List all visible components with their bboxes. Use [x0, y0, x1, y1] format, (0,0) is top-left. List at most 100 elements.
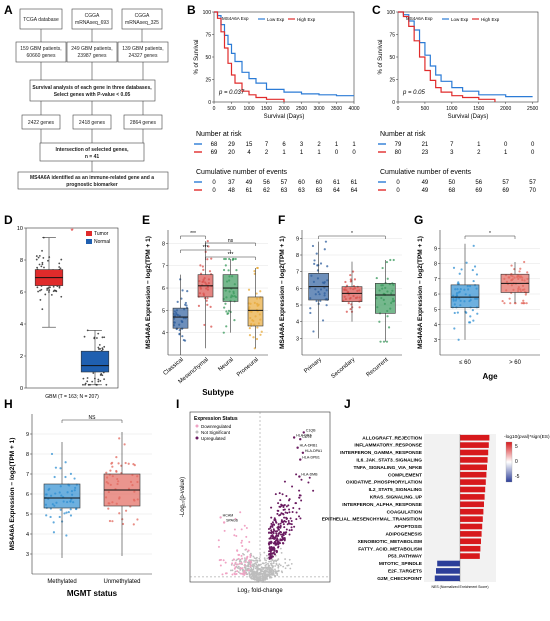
- data-point: [345, 310, 348, 313]
- point-up: [280, 531, 283, 534]
- legend-title: MS4A6A Exp: [406, 16, 433, 21]
- data-point: [103, 345, 106, 348]
- y-tick-label: 4: [296, 320, 299, 326]
- point-ns: [278, 563, 281, 566]
- point-ns: [274, 568, 276, 571]
- y-axis-label: MS4A6A Expression − log2(TPM + 1): [279, 236, 286, 349]
- data-point: [52, 285, 55, 288]
- data-point: [523, 302, 526, 305]
- y-tick-label: 5: [296, 303, 299, 309]
- point-up: [282, 520, 285, 523]
- point-ns: [254, 559, 256, 562]
- point-ns: [262, 568, 264, 571]
- legend-label: Not Significant: [201, 430, 231, 435]
- x-axis-label: Subtype: [202, 388, 234, 397]
- point-down: [222, 559, 225, 562]
- point-ns: [237, 565, 240, 568]
- point-up: [267, 527, 270, 530]
- km-series-high: [398, 11, 496, 102]
- point-ns: [256, 559, 259, 562]
- point-ns: [282, 565, 285, 568]
- data-point: [97, 378, 100, 381]
- point-up: [269, 542, 272, 545]
- data-point: [83, 335, 86, 338]
- bar-tnfa-signaling-via-nfkb: [460, 464, 487, 471]
- point-down: [236, 570, 239, 573]
- point-up: [277, 542, 280, 545]
- point-up: [298, 515, 301, 518]
- significance-label: NS: [89, 415, 97, 421]
- point-ns: [236, 566, 239, 569]
- y-axis-label: MS4A6A Expression − log2(TPM + 1): [145, 236, 152, 349]
- point-down: [225, 572, 228, 575]
- x-axis-label: Age: [482, 372, 498, 381]
- point-ns: [284, 561, 287, 564]
- point-up: [274, 536, 277, 539]
- data-point: [96, 337, 98, 339]
- data-point: [50, 452, 54, 456]
- data-point: [136, 518, 139, 521]
- point-ns: [275, 560, 278, 563]
- point-ns: [277, 569, 280, 572]
- category-label: XENOBIOTIC_METABOLISM: [358, 539, 422, 545]
- point-down: [239, 567, 242, 570]
- x-tick-label: 0: [213, 106, 216, 112]
- point-ns: [251, 565, 254, 567]
- point-up: [283, 526, 286, 529]
- point-up: [279, 525, 282, 528]
- data-point: [259, 290, 262, 293]
- data-point: [40, 265, 43, 268]
- point-up: [275, 532, 278, 535]
- point-up: [273, 553, 276, 556]
- category-label: G2M_CHECKPOINT: [377, 576, 422, 582]
- point-ns: [258, 557, 261, 560]
- data-point: [519, 267, 522, 270]
- point-up: [277, 509, 280, 512]
- bar-coagulation: [460, 508, 484, 515]
- data-point: [185, 304, 188, 307]
- point-ns: [252, 563, 254, 566]
- risk-row-low: 2: [317, 142, 321, 148]
- point-up: [274, 518, 277, 521]
- point-up: [295, 502, 298, 505]
- bar-interferon-alpha-response: [460, 501, 484, 508]
- labeled-point: [292, 436, 296, 439]
- panel-label-h: H: [4, 397, 13, 411]
- point-up: [284, 511, 287, 514]
- labeled-point: [301, 451, 305, 454]
- category-label: FATTY_ACID_METABOLISM: [358, 546, 422, 552]
- data-point: [100, 373, 103, 375]
- data-point: [37, 290, 39, 293]
- point-ns: [290, 562, 293, 565]
- point-ns: [268, 571, 271, 574]
- risk-row-high: 1: [504, 150, 508, 156]
- data-point: [386, 315, 389, 318]
- risk-row-high: 20: [228, 150, 235, 156]
- data-point: [110, 462, 113, 465]
- risk-row-low: 3: [300, 142, 304, 148]
- point-down: [245, 548, 248, 551]
- point-ns: [266, 568, 269, 571]
- data-point: [111, 465, 114, 468]
- colorbar-tick: 0: [515, 459, 518, 465]
- data-point: [35, 258, 38, 261]
- conclusion-line2: prognostic biomarker: [66, 182, 117, 188]
- point-ns: [253, 564, 256, 567]
- box-plot-d: 0 2 4 6 8 10 GBM (T = 163; N = 207) * Tumor Norma…: [17, 226, 119, 400]
- step1-line2: Select genes with P-value < 0.05: [54, 92, 131, 98]
- point-up: [298, 489, 301, 492]
- gene-count-3: 2864 genes: [130, 120, 157, 126]
- sample-box-1: [15, 41, 67, 63]
- point-ns: [259, 580, 262, 583]
- point-up: [284, 532, 287, 535]
- data-point: [69, 472, 73, 475]
- data-point: [64, 475, 67, 479]
- y-tick-label: 6: [162, 286, 165, 292]
- data-point: [317, 264, 320, 267]
- risk-row-high: 1: [300, 150, 304, 156]
- data-point: [178, 332, 181, 335]
- data-point: [509, 302, 512, 305]
- data-point: [59, 267, 62, 270]
- data-point: [223, 257, 226, 261]
